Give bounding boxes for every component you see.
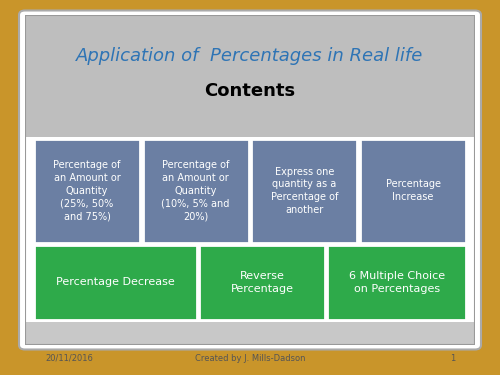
- Text: Contents: Contents: [204, 82, 296, 100]
- Bar: [25, 322, 475, 345]
- Bar: [34, 244, 196, 320]
- Text: Percentage Decrease: Percentage Decrease: [56, 278, 174, 288]
- Bar: [142, 139, 248, 243]
- Bar: [252, 139, 358, 243]
- Text: Express one
quantity as a
Percentage of
another: Express one quantity as a Percentage of …: [270, 166, 338, 215]
- Text: Application of  Percentages in Real life: Application of Percentages in Real life: [76, 47, 424, 65]
- Text: Created by J. Mills-Dadson: Created by J. Mills-Dadson: [195, 354, 305, 363]
- Text: 20/11/2016: 20/11/2016: [45, 354, 93, 363]
- Text: Reverse
Percentage: Reverse Percentage: [230, 271, 294, 294]
- Text: 1: 1: [450, 354, 455, 363]
- Bar: [328, 244, 466, 320]
- Text: Percentage
Increase: Percentage Increase: [386, 179, 440, 202]
- Text: 6 Multiple Choice
on Percentages: 6 Multiple Choice on Percentages: [348, 271, 445, 294]
- Text: Percentage of
an Amount or
Quantity
(25%, 50%
and 75%): Percentage of an Amount or Quantity (25%…: [54, 160, 120, 221]
- Bar: [25, 15, 475, 137]
- Bar: [34, 139, 140, 243]
- Text: Percentage of
an Amount or
Quantity
(10%, 5% and
20%): Percentage of an Amount or Quantity (10%…: [162, 160, 230, 221]
- Bar: [360, 139, 466, 243]
- Bar: [200, 244, 325, 320]
